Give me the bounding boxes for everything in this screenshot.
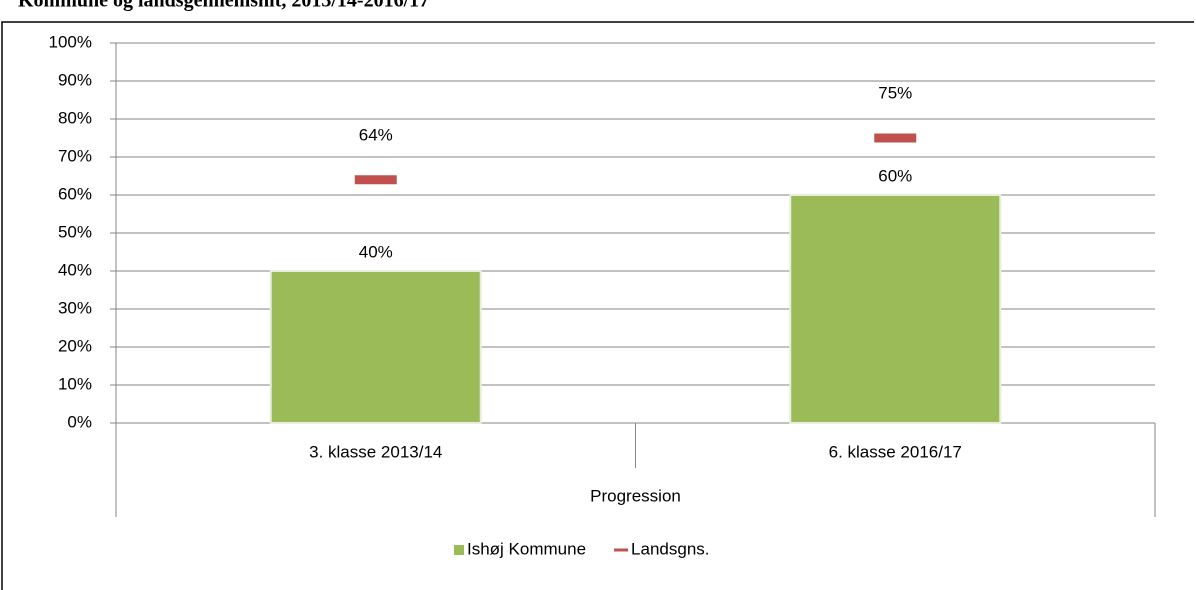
y-tick-label: 20%	[58, 336, 92, 355]
y-tick-label: 90%	[58, 70, 92, 89]
y-tick-label: 80%	[58, 108, 92, 127]
chart-title: Kommune og landsgennemsnit, 2013/14-2016…	[18, 0, 429, 12]
y-tick-label: 50%	[58, 222, 92, 241]
legend-label: Ishøj Kommune	[467, 539, 586, 558]
legend-swatch	[454, 545, 464, 555]
bar	[789, 194, 1002, 424]
x-axis-label: Progression	[590, 486, 681, 505]
y-tick-label: 60%	[58, 184, 92, 203]
data-label: 40%	[359, 242, 393, 261]
chart-frame	[1, 21, 1194, 590]
data-label: 75%	[878, 83, 912, 102]
legend-label: Landsgns.	[631, 539, 709, 558]
y-tick-label: 40%	[58, 260, 92, 279]
y-tick-label: 0%	[67, 412, 92, 431]
data-label: 60%	[878, 166, 912, 185]
y-tick-label: 10%	[58, 374, 92, 393]
y-tick-label: 30%	[58, 298, 92, 317]
x-tick-label: 6. klasse 2016/17	[829, 442, 962, 461]
y-tick-label: 70%	[58, 146, 92, 165]
data-label: 64%	[359, 125, 393, 144]
y-tick-label: 100%	[49, 32, 92, 51]
bar	[269, 270, 482, 424]
x-tick-label: 3. klasse 2013/14	[309, 442, 442, 461]
